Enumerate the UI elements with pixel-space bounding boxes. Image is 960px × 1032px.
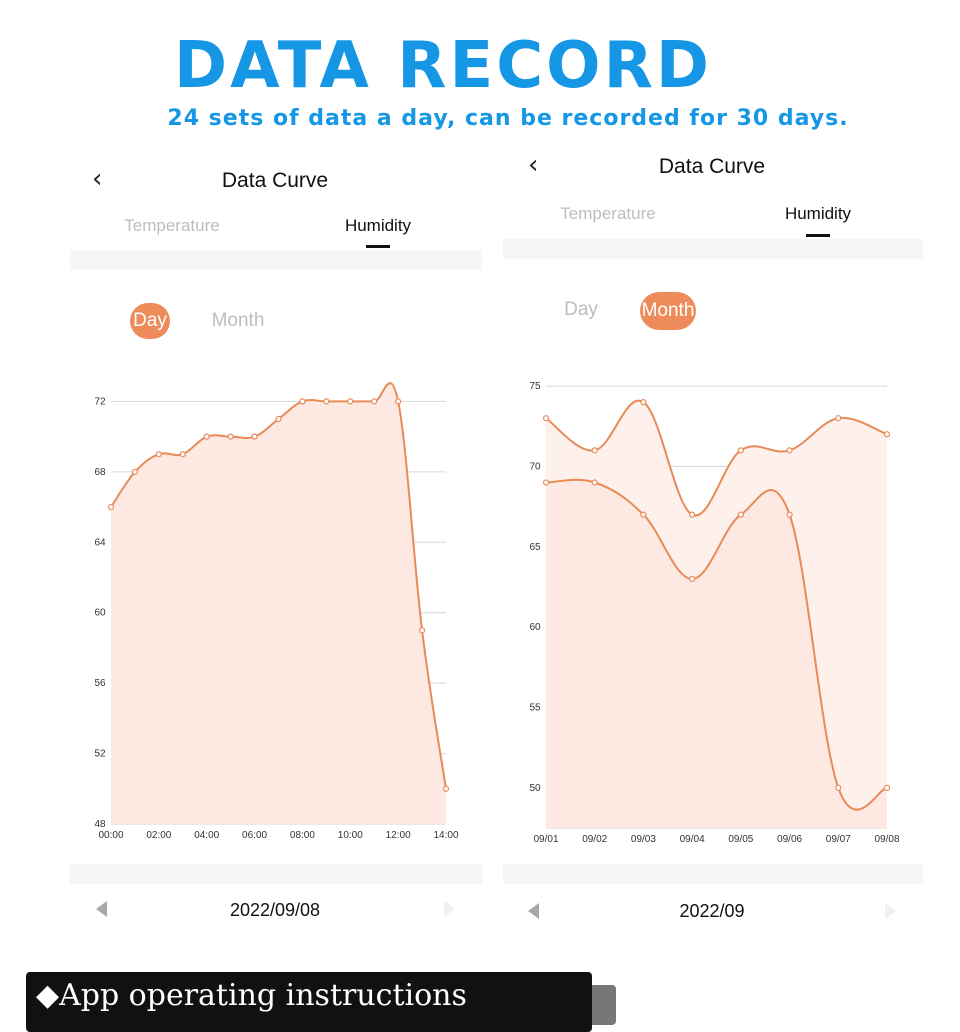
day-chart-line-series-0 xyxy=(110,382,447,789)
month-chart-y-tick-label: 65 xyxy=(529,542,541,553)
month-chart-y-tick-label: 55 xyxy=(529,702,541,713)
day-chart-x-tick-label: 08:00 xyxy=(290,830,315,841)
day-chart-y-tick-label: 64 xyxy=(94,537,106,548)
day-chart-data-point xyxy=(299,398,306,405)
day-chart-x-tick-label: 04:00 xyxy=(194,830,219,841)
tab-temperature[interactable]: Temperature xyxy=(124,216,220,235)
month-chart-y-tick-label: 70 xyxy=(529,461,541,472)
month-chart-x-tick-label: 09/07 xyxy=(826,834,851,845)
month-chart-y-tick-label: 50 xyxy=(529,783,541,794)
day-chart-data-point xyxy=(442,785,450,792)
tab-indicator xyxy=(366,245,390,248)
divider-strip xyxy=(503,239,923,259)
month-chart-data-point xyxy=(689,575,696,583)
humidity-month-chart: 50 55 60 65 70 75 09/01 09/02 09/03 09/04 09/05 09/… xyxy=(529,381,900,845)
day-chart-data-point xyxy=(395,398,402,405)
month-chart-x-tick-label: 09/02 xyxy=(582,834,607,845)
day-chart-y-tick-label: 68 xyxy=(94,467,106,478)
day-chart-y-tick-label: 48 xyxy=(94,819,106,830)
day-chart-x-tick-label: 00:00 xyxy=(98,830,123,841)
page-title: Data Curve xyxy=(221,169,329,192)
month-chart-x-tick-label: 09/04 xyxy=(680,834,705,845)
day-chart-data-point xyxy=(347,398,354,405)
current-date: 2022/09/08 xyxy=(229,900,321,920)
month-chart-data-point xyxy=(591,479,598,486)
triangle-right-icon[interactable] xyxy=(444,901,455,917)
divider-strip xyxy=(70,250,482,270)
tab-indicator xyxy=(806,234,830,237)
month-chart-data-point xyxy=(689,511,696,518)
day-chart-area-series-0 xyxy=(111,383,446,824)
back-icon[interactable]: ‹ xyxy=(92,164,103,194)
day-chart-y-tick-label: 52 xyxy=(94,749,106,760)
day-chart-x-tick-label: 12:00 xyxy=(386,830,411,841)
range-month-button[interactable]: Month xyxy=(640,292,696,330)
day-chart-data-point xyxy=(251,433,258,440)
banner-title: DATA RECORD xyxy=(174,29,712,103)
day-chart-data-point xyxy=(179,451,186,458)
month-chart-data-point xyxy=(737,447,744,454)
month-chart-x-tick-label: 09/06 xyxy=(777,834,802,845)
divider-strip-bottom xyxy=(503,864,923,884)
month-chart-y-tick-label: 60 xyxy=(529,622,541,633)
day-chart-x-tick-label: 10:00 xyxy=(338,830,363,841)
tab-humidity[interactable]: Humidity xyxy=(344,216,412,235)
day-chart-data-point xyxy=(107,503,115,511)
back-icon[interactable]: ‹ xyxy=(528,150,539,180)
page-title: Data Curve xyxy=(658,155,766,178)
month-chart-data-point xyxy=(883,431,891,438)
day-chart-data-point xyxy=(131,468,139,475)
range-month-button[interactable]: Month xyxy=(211,310,265,331)
month-chart-data-point xyxy=(786,511,793,518)
tab-humidity[interactable]: Humidity xyxy=(784,204,852,223)
day-chart-data-point xyxy=(203,433,210,440)
day-chart-data-point xyxy=(323,398,330,405)
month-chart-data-point xyxy=(591,447,598,454)
divider-strip-bottom xyxy=(70,864,482,884)
triangle-left-icon[interactable] xyxy=(96,901,107,917)
current-month: 2022/09 xyxy=(679,901,745,921)
day-chart-data-point xyxy=(227,433,234,440)
range-day-button[interactable]: Day xyxy=(564,299,598,320)
month-chart-x-tick-label: 09/01 xyxy=(533,834,558,845)
triangle-right-icon[interactable] xyxy=(885,903,896,919)
day-chart-data-point xyxy=(418,627,426,634)
month-chart-x-tick-label: 09/03 xyxy=(631,834,656,845)
month-chart-data-point xyxy=(542,415,550,422)
month-chart-data-point xyxy=(640,511,647,518)
month-chart-x-tick-label: 09/05 xyxy=(728,834,753,845)
day-chart-data-point xyxy=(155,451,162,458)
banner-subtitle: 24 sets of data a day, can be recorded f… xyxy=(167,106,849,131)
month-chart-data-point xyxy=(542,479,550,486)
day-chart-x-tick-label: 06:00 xyxy=(242,830,267,841)
day-chart-data-point xyxy=(371,398,378,405)
month-chart-data-point xyxy=(786,447,793,454)
month-chart-x-tick-label: 09/08 xyxy=(874,834,899,845)
month-chart-line-series-0 xyxy=(545,399,888,517)
day-chart-x-tick-label: 14:00 xyxy=(433,830,458,841)
month-chart-data-point xyxy=(640,399,647,406)
month-chart-y-tick-label: 75 xyxy=(529,381,541,392)
range-day-button[interactable]: Day xyxy=(130,303,170,339)
triangle-left-icon[interactable] xyxy=(528,903,539,919)
month-chart-data-point xyxy=(883,784,891,791)
day-chart-data-point xyxy=(275,415,282,423)
day-chart-x-tick-label: 02:00 xyxy=(146,830,171,841)
month-chart-data-point xyxy=(835,415,842,422)
day-chart-y-tick-label: 56 xyxy=(94,678,106,689)
footer-banner-shadow xyxy=(588,985,616,1025)
month-chart-data-point xyxy=(737,511,744,518)
tab-temperature[interactable]: Temperature xyxy=(560,204,656,223)
humidity-day-chart: 48 52 56 60 64 68 72 00:00 02:00 04:00 06:00 08:00 1… xyxy=(94,382,459,841)
instructions-banner-label: ◆App operating instructions xyxy=(36,978,467,1013)
day-chart-y-tick-label: 72 xyxy=(94,396,106,407)
day-chart-y-tick-label: 60 xyxy=(94,608,106,619)
month-chart-data-point xyxy=(835,784,842,791)
month-chart-area-series-1 xyxy=(546,479,887,828)
